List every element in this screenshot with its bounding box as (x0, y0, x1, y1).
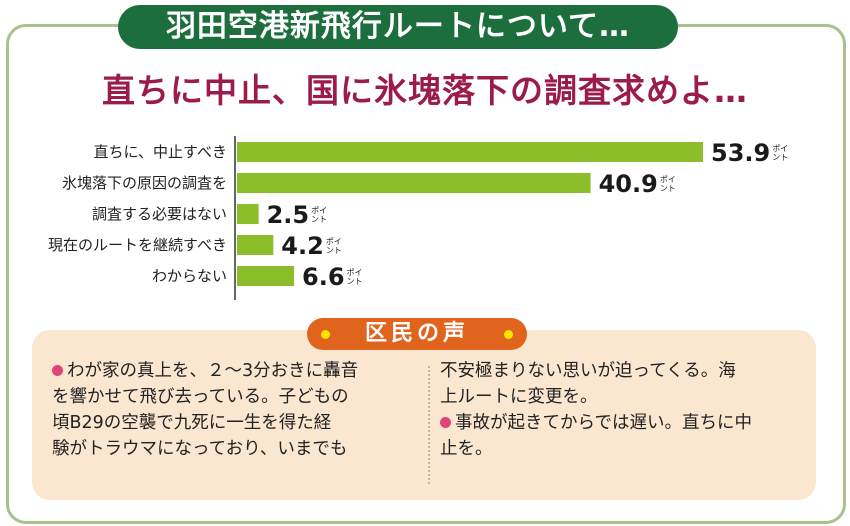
unit-label: ポイ (660, 175, 676, 184)
comment-line: 不安極まりない思いが迫ってくる。海 (440, 361, 736, 381)
dot-icon (504, 330, 513, 339)
value-label: 4.2 (281, 232, 324, 260)
unit-label: ント (311, 215, 327, 224)
voice-comment-1: わが家の真上を、２～3分おきに轟音 を響かせて飛び去っている。子どもの 頃B29… (52, 358, 420, 462)
unit-label: ント (326, 246, 342, 255)
headline: 直ちに中止、国に氷塊落下の調査求めよ… (102, 71, 748, 110)
unit-label: ポイ (326, 237, 342, 246)
bar (237, 204, 259, 224)
voice-column-left: わが家の真上を、２～3分おきに轟音 を響かせて飛び去っている。子どもの 頃B29… (52, 358, 420, 462)
category-label: 現在のルートを継続すべき (48, 236, 227, 254)
category-label: 調査する必要はない (92, 205, 227, 223)
column-divider (428, 366, 430, 484)
bar (237, 266, 295, 286)
bar (237, 142, 703, 162)
voices-title: 区民の声 (364, 321, 469, 346)
value-label: 2.5 (267, 201, 310, 229)
voice-column-right: 不安極まりない思いが迫ってくる。海 上ルートに変更を。 事故が起きてからでは遅い… (440, 358, 795, 462)
value-label: 40.9 (599, 170, 658, 198)
bar (237, 235, 274, 255)
category-label: わからない (152, 267, 227, 285)
bar (237, 173, 591, 193)
category-label: 直ちに、中止すべき (93, 143, 227, 161)
bullet-icon (440, 417, 451, 428)
value-label: 6.6 (302, 263, 345, 291)
comment-line: 験がトラウマになっており、いまでも (52, 439, 348, 459)
unit-label: ポイ (347, 268, 363, 277)
comment-line: わが家の真上を、２～3分おきに轟音 (52, 358, 420, 384)
category-label: 氷塊落下の原因の調査を (62, 174, 227, 192)
comment-line: 止を。 (440, 439, 493, 459)
comment-line: 事故が起きてからでは遅い。直ちに中 (440, 410, 795, 436)
comment-line: を響かせて飛び去っている。子どもの (52, 387, 349, 407)
unit-label: ポイ (772, 144, 788, 153)
voices-title-badge: 区民の声 (307, 318, 527, 350)
comment-line: 頃B29の空襲で九死に一生を得た経 (52, 413, 332, 433)
unit-label: ント (660, 184, 676, 193)
comment-line: 上ルートに変更を。 (440, 387, 598, 407)
unit-label: ポイ (311, 206, 327, 215)
voices-panel (32, 330, 816, 500)
unit-label: ント (772, 153, 788, 162)
voice-comment-2: 事故が起きてからでは遅い。直ちに中 止を。 (440, 410, 795, 462)
unit-label: ント (347, 277, 363, 286)
banner-title: 羽田空港新飛行ルートについて… (118, 5, 678, 49)
value-label: 53.9 (711, 139, 770, 167)
bullet-icon (52, 365, 63, 376)
dot-icon (321, 330, 330, 339)
